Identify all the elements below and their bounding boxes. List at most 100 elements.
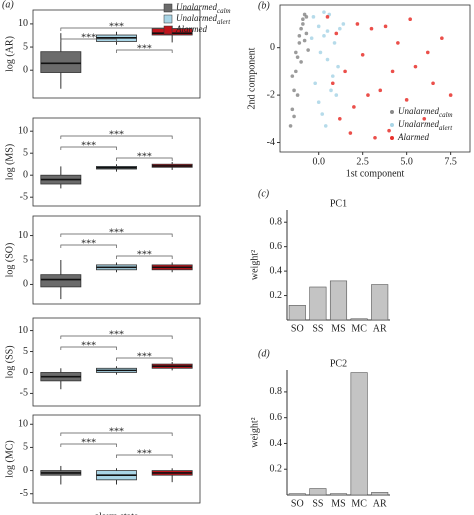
point — [322, 34, 326, 38]
y-tick-label: 5 — [23, 346, 28, 357]
significance-bracket — [60, 135, 173, 139]
point — [295, 55, 300, 59]
point — [316, 24, 321, 29]
significance-label: *** — [137, 151, 152, 162]
point — [299, 26, 303, 31]
y-tick-label: 5 — [23, 41, 28, 52]
x-tick-label: 0.0 — [312, 156, 325, 167]
point — [343, 69, 347, 74]
y-tick-label: 0.8 — [270, 217, 283, 228]
bar — [371, 492, 389, 496]
legend-label: Unalarmedalert — [398, 119, 453, 132]
y-tick-label: 5 — [23, 147, 28, 158]
bar — [329, 280, 348, 321]
y-tick-label: 0.6 — [270, 412, 283, 423]
y-axis-label: 2nd component — [246, 47, 257, 109]
y-axis-label: log (SO) — [4, 243, 15, 278]
y-tick-label: 5 — [23, 442, 28, 453]
x-tick-label: 5.0 — [400, 156, 413, 167]
point — [297, 41, 302, 45]
significance-label: *** — [81, 238, 96, 249]
point — [301, 22, 305, 26]
legend-label: Alarmed — [175, 24, 207, 34]
bar — [309, 488, 327, 496]
significance-bracket — [116, 157, 173, 161]
plot-frame — [32, 9, 201, 99]
significance-bracket — [116, 357, 173, 361]
significance-label: *** — [81, 32, 96, 43]
y-tick-label: 0.8 — [270, 386, 283, 397]
significance-bracket — [60, 335, 173, 339]
panel-label: (c) — [258, 188, 270, 199]
bar — [371, 284, 389, 321]
point — [299, 60, 303, 64]
point — [383, 24, 388, 29]
significance-label: *** — [137, 448, 152, 459]
point — [290, 107, 295, 112]
y-axis-label: log (MC) — [4, 440, 15, 478]
panel-label: (d) — [258, 348, 270, 359]
point — [425, 50, 430, 55]
chart-title: PC2 — [330, 358, 347, 369]
y-tick-label: -4 — [267, 137, 275, 148]
significance-label: *** — [109, 426, 124, 437]
significance-bracket — [116, 454, 173, 458]
chart-title: PC1 — [330, 198, 347, 209]
point — [294, 69, 298, 74]
y-tick-label: 5 — [23, 254, 28, 265]
point — [332, 41, 337, 45]
y-tick-label: 10 — [18, 18, 28, 29]
y-tick-label: 0 — [23, 367, 28, 378]
point — [422, 117, 427, 121]
significance-bracket — [116, 255, 173, 259]
y-tick-label: 10 — [18, 325, 28, 336]
y-tick-label: 0.2 — [270, 290, 283, 301]
legend-label: Unalarmedcalm — [398, 106, 453, 119]
legend-marker — [390, 123, 394, 127]
y-tick-label: -5 — [20, 191, 28, 202]
significance-bracket — [60, 432, 173, 436]
bar — [288, 305, 306, 321]
point — [348, 131, 353, 135]
point — [292, 114, 296, 119]
significance-label: *** — [137, 43, 152, 54]
point — [352, 105, 356, 109]
x-tick-label: SO — [291, 323, 304, 334]
legend-label: Alarmed — [397, 132, 429, 142]
significance-bracket — [60, 443, 117, 447]
point — [413, 64, 418, 69]
point — [408, 17, 412, 22]
y-tick-label: -5 — [20, 388, 28, 399]
x-axis-label: alarm state — [95, 511, 139, 515]
point — [294, 50, 298, 55]
legend-swatch — [163, 25, 173, 35]
x-tick-label: 7.5 — [444, 156, 457, 167]
significance-label: *** — [81, 340, 96, 351]
point — [290, 74, 295, 78]
legend-name: Alarmed — [397, 132, 429, 142]
x-tick-label: MS — [331, 498, 345, 509]
significance-label: *** — [109, 129, 124, 140]
legend-name: Unalarmed — [398, 119, 439, 129]
significance-label: *** — [109, 21, 124, 32]
significance-bracket — [60, 233, 173, 237]
x-tick-label: MC — [351, 323, 367, 334]
y-tick-label: 10 — [18, 125, 28, 136]
point — [334, 31, 339, 36]
bar — [288, 493, 306, 496]
y-tick-label: 0 — [23, 465, 28, 476]
point — [292, 88, 296, 93]
point — [295, 93, 300, 97]
point — [316, 100, 321, 105]
legend-swatch — [163, 14, 173, 24]
significance-bracket — [60, 346, 117, 350]
legend-label: Unalarmedalert — [176, 13, 231, 26]
point — [390, 69, 395, 74]
y-tick-label: -2 — [267, 89, 275, 100]
point — [338, 26, 342, 31]
x-tick-label: SS — [312, 498, 323, 509]
plot-frame — [32, 317, 201, 407]
legend-name: Alarmed — [175, 24, 207, 34]
point — [404, 98, 409, 102]
point — [330, 74, 335, 78]
